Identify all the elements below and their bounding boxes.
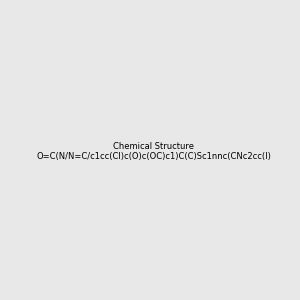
Text: Chemical Structure
O=C(N/N=C/c1cc(Cl)c(O)c(OC)c1)C(C)Sc1nnc(CNc2cc(I): Chemical Structure O=C(N/N=C/c1cc(Cl)c(O… (36, 142, 271, 161)
